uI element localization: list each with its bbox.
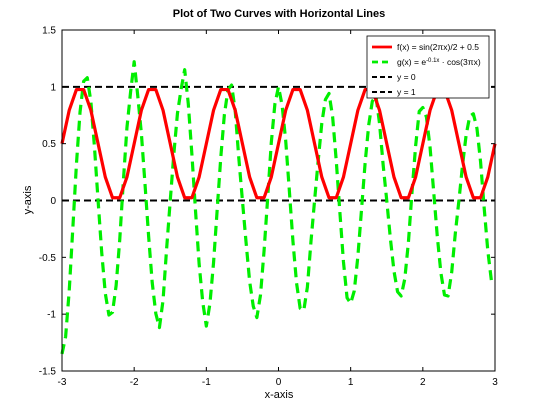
x-axis-label: x-axis [265,389,294,401]
legend-label-3: y = 1 [397,87,416,97]
x-tick-label: 2 [420,377,426,388]
x-tick-label: -2 [130,377,139,388]
y-tick-label: -1.5 [39,367,57,378]
x-tick-label: -3 [58,377,67,388]
legend: f(x) = sin(2πx)/2 + 0.5 g(x) = e-0.1x · c… [366,35,490,99]
legend-label-2: y = 0 [397,72,416,82]
tick-layer: -3 -2 -1 0 1 2 3 -1.5 -1 -0.5 0 0.5 1 1.5 [39,26,498,389]
x-tick-label: 3 [492,377,498,388]
chart-title: Plot of Two Curves with Horizontal Lines [173,8,385,20]
series-line-1 [60,60,497,355]
y-tick-label: 1 [50,82,56,93]
x-tick-label: 1 [348,377,354,388]
series-line-0 [60,87,497,200]
y-tick-label: 0 [50,196,56,207]
series-layer [60,60,497,355]
x-tick-label: 0 [276,377,282,388]
legend-label-0: f(x) = sin(2πx)/2 + 0.5 [397,42,479,52]
y-axis-label: y-axis [22,185,34,214]
y-tick-label: 0.5 [42,139,56,150]
legend-label-1: g(x) = e-0.1x · cos(3πx) [397,57,481,67]
x-tick-label: -1 [202,377,211,388]
y-tick-label: 1.5 [42,26,56,37]
y-tick-label: -1 [47,310,56,321]
y-tick-label: -0.5 [39,253,57,264]
